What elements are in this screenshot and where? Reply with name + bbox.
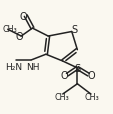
Text: O: O [19,12,27,21]
Text: CH₃: CH₃ [84,92,98,101]
Text: CH₃: CH₃ [3,25,17,34]
Text: O: O [15,32,23,42]
Text: H₂N: H₂N [5,62,22,71]
Text: S: S [74,63,80,73]
Text: NH: NH [25,62,39,71]
Text: CH₃: CH₃ [54,92,68,101]
Text: O: O [60,71,68,80]
Text: O: O [87,71,94,80]
Text: S: S [71,24,77,34]
